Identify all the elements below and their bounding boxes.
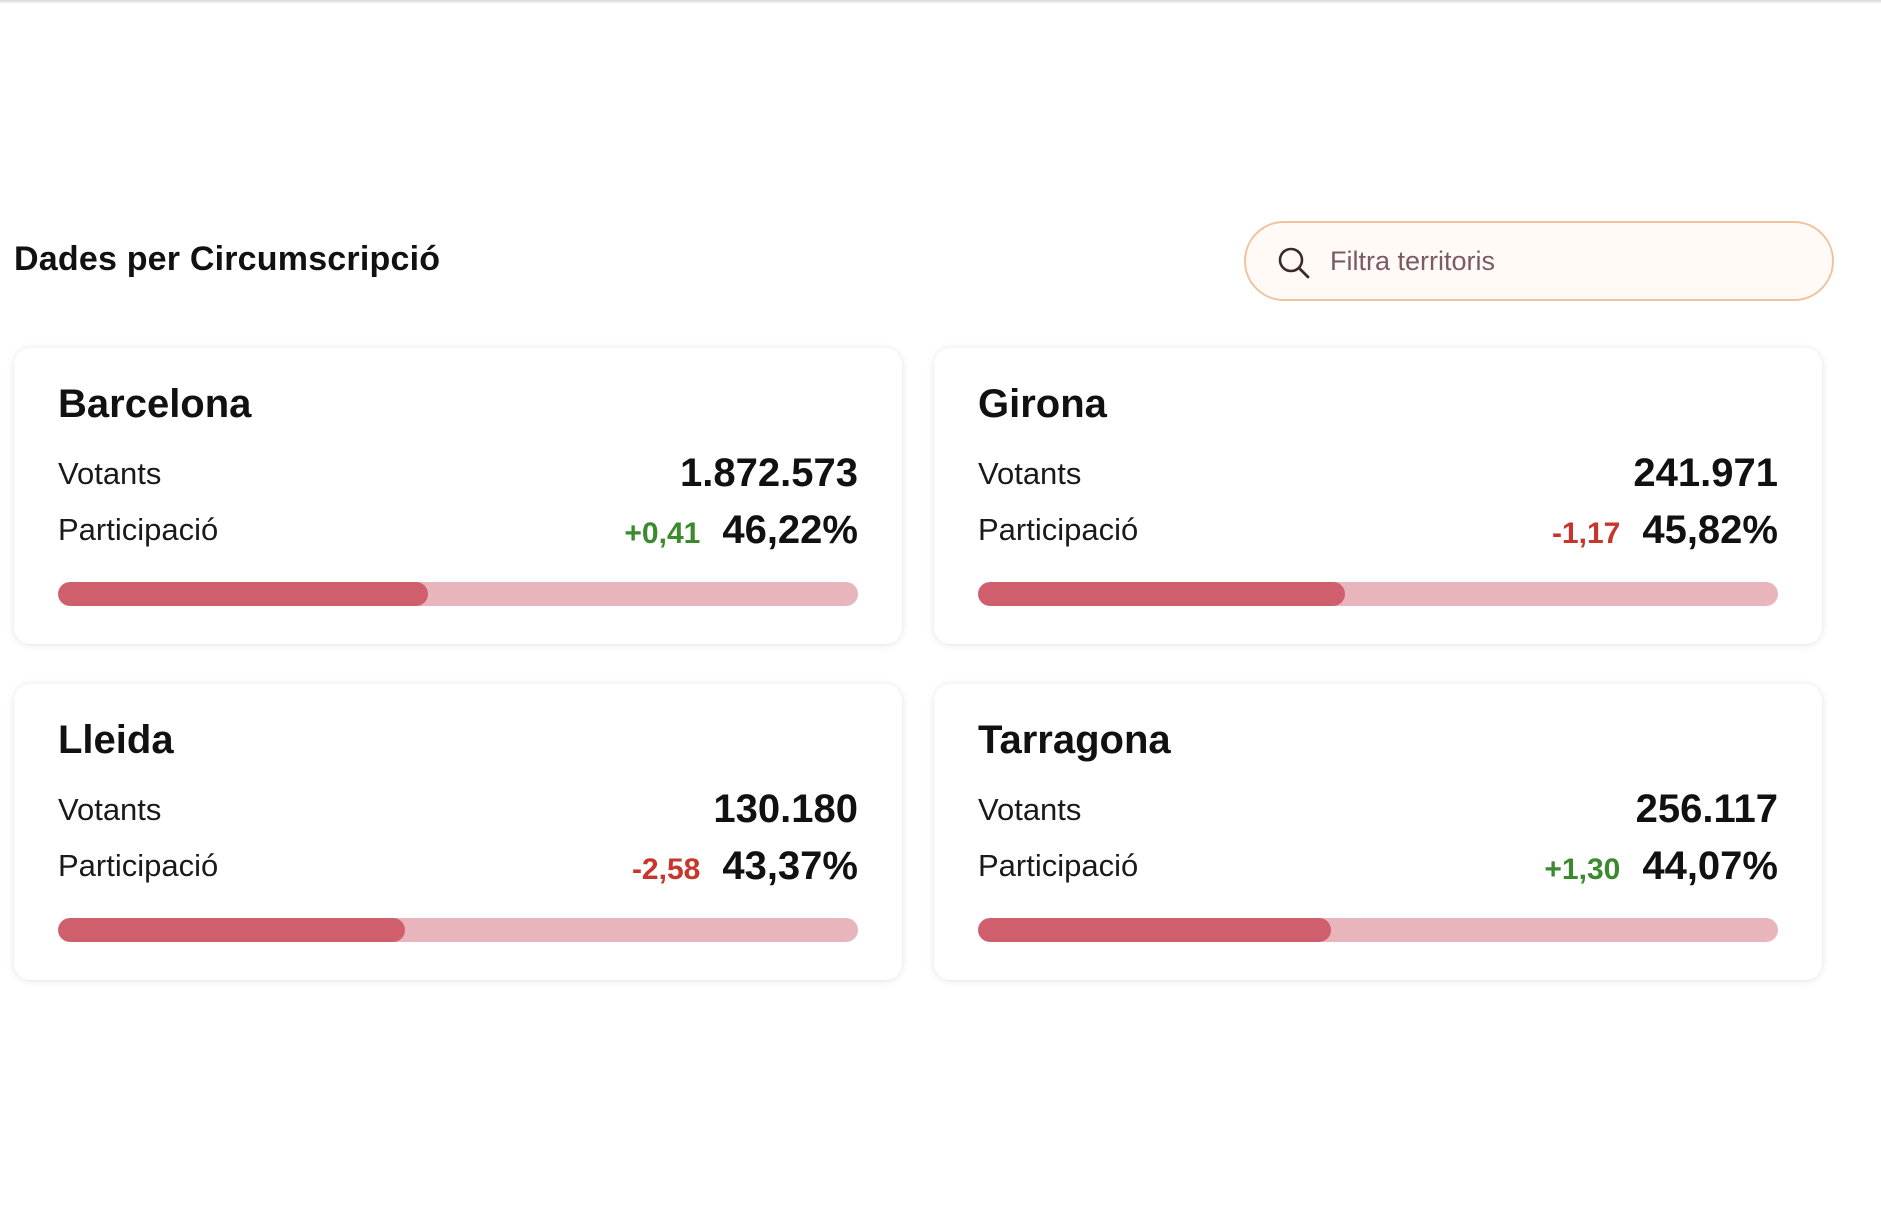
votants-value: 256.117 xyxy=(1635,787,1778,831)
participacio-progress-fill xyxy=(978,918,1331,942)
participacio-delta: +1,30 xyxy=(1544,853,1621,886)
participacio-values: +1,30 44,07% xyxy=(1544,844,1778,889)
section-title: Dades per Circumscripció xyxy=(14,240,441,278)
participacio-progress-fill xyxy=(58,582,428,606)
votants-value: 130.180 xyxy=(713,787,858,831)
search-box[interactable] xyxy=(1244,221,1834,301)
section-header: Dades per Circumscripció xyxy=(14,220,1836,306)
participacio-progress-bar xyxy=(978,918,1778,942)
participacio-value: 45,82% xyxy=(1642,508,1778,552)
participacio-values: -1,17 45,82% xyxy=(1552,508,1778,553)
card-lleida: Lleida Votants 130.180 Participació -2,5… xyxy=(14,684,902,980)
votants-label: Votants xyxy=(58,456,162,491)
search-icon xyxy=(1276,245,1312,281)
participacio-progress-bar xyxy=(58,582,858,606)
card-barcelona: Barcelona Votants 1.872.573 Participació… xyxy=(14,348,902,644)
participacio-delta: +0,41 xyxy=(624,517,701,550)
card-title: Girona xyxy=(978,382,1107,426)
card-title: Barcelona xyxy=(58,382,252,426)
votants-value: 241.971 xyxy=(1633,451,1778,495)
participacio-progress-bar xyxy=(978,582,1778,606)
card-tarragona: Tarragona Votants 256.117 Participació +… xyxy=(934,684,1822,980)
participacio-value: 44,07% xyxy=(1642,844,1778,888)
participacio-value: 43,37% xyxy=(722,844,858,888)
participacio-label: Participació xyxy=(978,512,1139,547)
participacio-label: Participació xyxy=(58,848,219,883)
participacio-progress-fill xyxy=(978,582,1345,606)
cards-grid: Barcelona Votants 1.872.573 Participació… xyxy=(14,348,1824,980)
search-input[interactable] xyxy=(1330,223,1810,299)
participacio-label: Participació xyxy=(978,848,1139,883)
card-girona: Girona Votants 241.971 Participació -1,1… xyxy=(934,348,1822,644)
participacio-value: 46,22% xyxy=(722,508,858,552)
votants-label: Votants xyxy=(978,792,1082,827)
votants-label: Votants xyxy=(58,792,162,827)
participacio-label: Participació xyxy=(58,512,219,547)
participacio-progress-bar xyxy=(58,918,858,942)
participacio-delta: -1,17 xyxy=(1551,517,1621,550)
participacio-delta: -2,58 xyxy=(631,853,701,886)
participacio-values: +0,41 46,22% xyxy=(624,508,858,553)
card-title: Tarragona xyxy=(978,718,1171,762)
votants-value: 1.872.573 xyxy=(680,451,858,495)
participacio-values: -2,58 43,37% xyxy=(632,844,858,889)
top-shadow xyxy=(0,0,1881,4)
participacio-progress-fill xyxy=(58,918,405,942)
card-title: Lleida xyxy=(58,718,174,762)
votants-label: Votants xyxy=(978,456,1082,491)
